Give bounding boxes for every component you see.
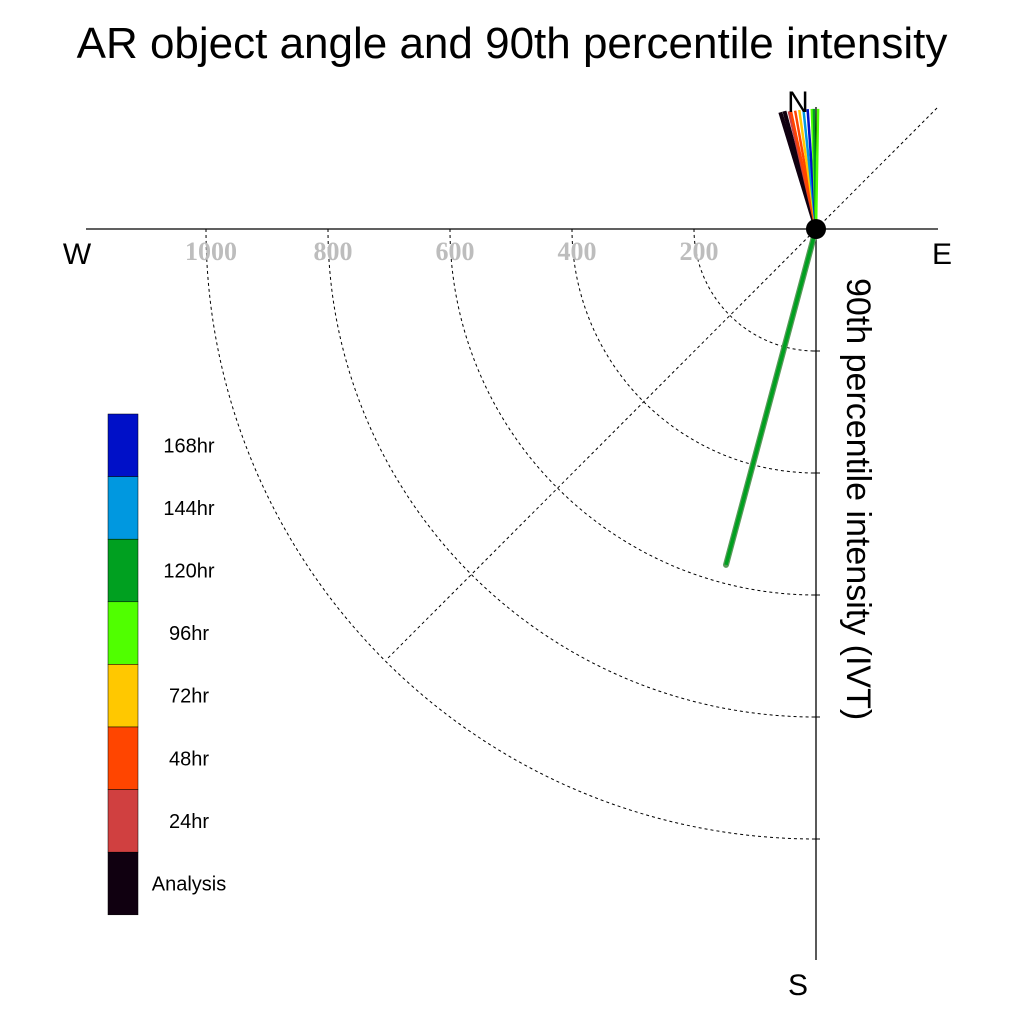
- y-axis-label: 90th percentile intensity (IVT): [839, 278, 877, 720]
- radial-tick-label: 400: [558, 237, 597, 266]
- chart-title: AR object angle and 90th percentile inte…: [77, 19, 948, 68]
- compass-south: S: [788, 969, 808, 1002]
- compass-north: N: [787, 86, 809, 119]
- legend-label: 168hr: [163, 435, 214, 457]
- legend-swatch: [107, 851, 139, 916]
- polar-grid: [205, 107, 938, 840]
- legend: 168hr 144hr 120hr 96hr 72hr 48hr 24hr Analysis: [107, 413, 226, 916]
- radial-tick-label: 1000: [185, 237, 237, 266]
- vector-lines: [723, 108, 820, 568]
- legend-label: Analysis: [152, 874, 226, 896]
- legend-label: 120hr: [163, 561, 214, 583]
- legend-swatch: [107, 601, 139, 665]
- legend-label: 144hr: [163, 498, 214, 520]
- grid-arc-600: [449, 228, 817, 596]
- grid-arc-800: [327, 228, 817, 718]
- legend-label: 48hr: [169, 748, 209, 770]
- legend-label: 24hr: [169, 811, 209, 833]
- legend-swatch: [107, 413, 139, 477]
- radial-tick-label: 600: [436, 237, 475, 266]
- legend-label: 72hr: [169, 686, 209, 708]
- vector-96hr: [814, 108, 820, 230]
- compass-east: E: [932, 238, 952, 271]
- legend-swatch: [107, 664, 139, 728]
- legend-swatch: [107, 726, 139, 790]
- origin-marker: [806, 219, 826, 239]
- legend-swatch: [107, 789, 139, 853]
- compass-west: W: [63, 238, 92, 271]
- grid-arc-400: [571, 228, 817, 474]
- radial-tick-labels: 200 400 600 800 1000: [185, 237, 719, 266]
- grid-arc-1000: [205, 228, 817, 840]
- radial-tick-label: 800: [314, 237, 353, 266]
- legend-swatch: [107, 476, 139, 540]
- radial-tick-label: 200: [680, 237, 719, 266]
- legend-label: 96hr: [169, 623, 209, 645]
- grid-arc-200: [693, 228, 817, 352]
- legend-swatch: [107, 538, 139, 603]
- vector-120hr: [724, 228, 818, 566]
